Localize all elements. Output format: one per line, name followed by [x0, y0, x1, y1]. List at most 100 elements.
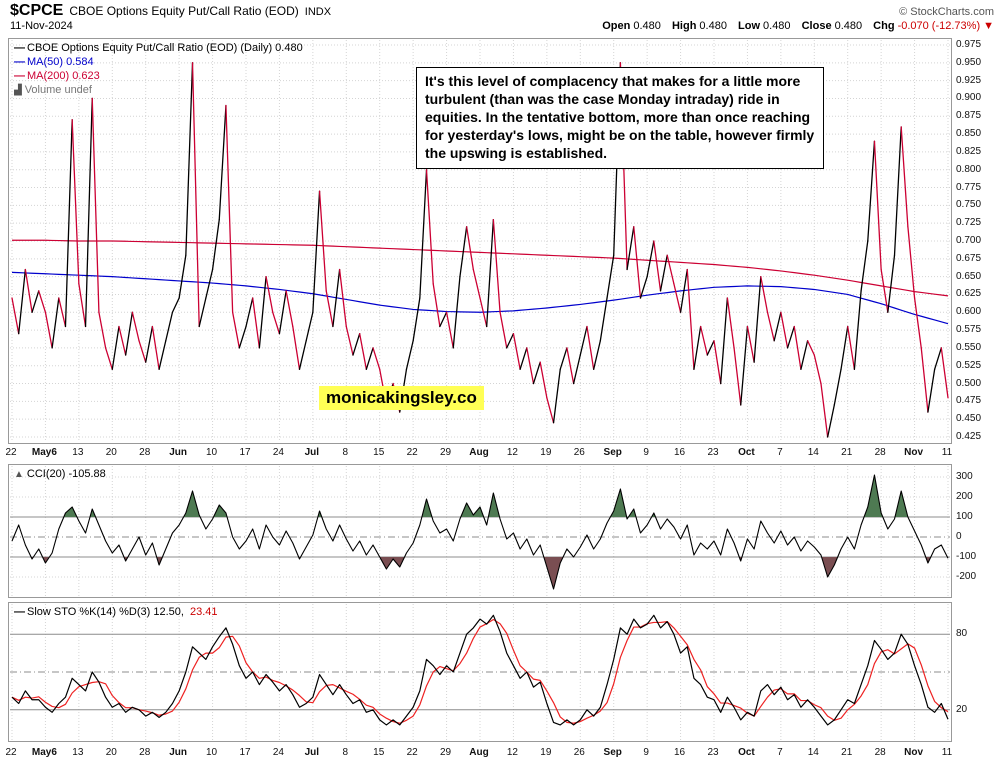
legend-sto-label: Slow STO %K(14) %D(3) 12.50, [27, 606, 184, 618]
x-axis-label: 19 [540, 447, 552, 458]
y-axis-label: 0.725 [956, 217, 982, 229]
high-value: 0.480 [699, 20, 727, 32]
price-line-swatch: — [14, 42, 25, 54]
x-axis-label: Sep [603, 747, 622, 758]
y-axis-label: 0.775 [956, 181, 982, 193]
exchange-label: INDX [304, 6, 332, 18]
x-axis-label: Oct [738, 747, 755, 758]
x-axis-label: Aug [469, 447, 489, 458]
legend-ma50-label: MA(50) 0.584 [27, 56, 94, 68]
y-axis-label: 0.650 [956, 270, 982, 282]
x-axis-label: 26 [573, 447, 585, 458]
x-axis-label: Jul [304, 447, 320, 458]
high-label: High [671, 20, 697, 32]
x-axis-label: 23 [707, 747, 719, 758]
y-axis-label: 0.850 [956, 128, 982, 140]
x-axis-label: 14 [807, 747, 819, 758]
sto-line-swatch: — [14, 606, 25, 618]
x-axis-label: 28 [874, 747, 886, 758]
x-axis-label: 22 [5, 747, 17, 758]
x-axis-label: 21 [841, 747, 853, 758]
y-axis-label: 0.525 [956, 359, 982, 371]
sto-y-axis: 80 20 [954, 602, 1002, 742]
legend-ma50: — MA(50) 0.584 [14, 56, 94, 68]
y-axis-label: 0.625 [956, 288, 982, 300]
y-axis-label: 0.800 [956, 163, 982, 175]
x-axis-label: 28 [874, 447, 886, 458]
x-axis-label: May6 [31, 447, 57, 458]
y-axis-label: -100 [956, 551, 977, 562]
stochastic-chart [10, 604, 950, 740]
y-axis-label: 100 [956, 511, 973, 522]
price-y-axis: 0.975 0.950 0.925 0.900 0.875 0.850 0.825 0.800… [954, 38, 1002, 444]
x-axis-label: 22 [406, 447, 418, 458]
y-axis-label: 0.450 [956, 413, 982, 425]
x-axis-label: 16 [674, 747, 686, 758]
price-chart-panel: — CBOE Options Equity Put/Call Ratio (EOD… [8, 38, 952, 444]
y-axis-label: 20 [956, 703, 968, 715]
low-value: 0.480 [763, 20, 791, 32]
ma50-line-swatch: — [14, 56, 25, 68]
ma200-line-swatch: — [14, 70, 25, 82]
x-axis-label: May6 [31, 747, 57, 758]
x-axis-label: 7 [777, 447, 783, 458]
x-axis-label: 13 [72, 747, 84, 758]
chg-down-arrow-icon: ▼ [983, 20, 994, 32]
legend-volume-label: Volume undef [24, 84, 92, 96]
x-axis-label: 12 [506, 447, 518, 458]
y-axis-label: 0.475 [956, 395, 982, 407]
x-axis-label: 13 [72, 447, 84, 458]
x-axis-label: 22 [5, 447, 17, 458]
x-axis-label: Oct [738, 447, 755, 458]
legend-volume: ▟ Volume undef [14, 84, 92, 96]
x-axis-label: Nov [904, 447, 924, 458]
y-axis-label: 300 [956, 471, 973, 482]
y-axis-label: -200 [956, 571, 977, 582]
cci-panel: ▲ CCI(20) -105.88 [8, 464, 952, 598]
legend-price-label: CBOE Options Equity Put/Call Ratio (EOD)… [27, 42, 303, 54]
y-axis-label: 0 [956, 531, 962, 542]
x-axis-label: 24 [272, 747, 284, 758]
x-axis-label: 26 [573, 747, 585, 758]
y-axis-label: 0.425 [956, 431, 982, 442]
x-axis-label: 17 [239, 447, 251, 458]
x-axis-label: 9 [643, 747, 649, 758]
symbol: $CPCE [10, 2, 64, 19]
low-label: Low [738, 20, 761, 32]
x-axis-label: Sep [603, 447, 622, 458]
legend-sto-d-value: 23.41 [189, 606, 218, 618]
x-axis-label: 11 [941, 747, 953, 758]
y-axis-label: 0.600 [956, 306, 982, 318]
x-axis-label: 15 [373, 447, 385, 458]
x-axis-label: 22 [406, 747, 418, 758]
x-axis-label: 19 [540, 747, 552, 758]
chart-subheader: 11-Nov-2024 Open 0.480 High 0.480 Low 0.480… [10, 20, 994, 35]
y-axis-label: 0.950 [956, 56, 982, 68]
x-axis-label: 8 [342, 747, 349, 758]
y-axis-label: 0.825 [956, 145, 982, 157]
legend-sto: — Slow STO %K(14) %D(3) 12.50, 23.41 [14, 606, 218, 618]
y-axis-label: 0.575 [956, 324, 982, 336]
close-value: 0.480 [834, 20, 863, 32]
x-axis-label: 14 [807, 447, 819, 458]
stochastic-panel: — Slow STO %K(14) %D(3) 12.50, 23.41 [8, 602, 952, 742]
open-value: 0.480 [633, 20, 661, 32]
x-axis-labels-top: 22 May6 13 20 28 Jun 10 17 24 Jul 8 15 22 29 Aug 12 19 26… [5, 447, 953, 460]
x-axis-label: 10 [206, 447, 218, 458]
price-chart [10, 40, 950, 442]
x-axis-label: 20 [105, 447, 117, 458]
stockcharts-credit: © StockCharts.com [899, 6, 994, 18]
x-axis-label: Jul [304, 747, 320, 758]
x-axis-labels-bottom: 22 May6 13 20 28 Jun 10 17 24 Jul 8 15 22 29 Aug 12 19 26… [5, 747, 953, 760]
x-axis-label: 7 [777, 747, 783, 758]
x-axis-label: 11 [941, 447, 953, 458]
x-axis-label: 23 [707, 447, 719, 458]
y-axis-label: 0.550 [956, 341, 982, 353]
chart-date: 11-Nov-2024 [10, 20, 73, 32]
close-label: Close [801, 20, 832, 32]
annotation-note: It's this level of complacency that make… [416, 67, 824, 169]
y-axis-label: 200 [956, 491, 973, 502]
y-axis-label: 0.500 [956, 377, 982, 389]
chart-header: $CPCE CBOE Options Equity Put/Call Ratio… [10, 2, 994, 20]
